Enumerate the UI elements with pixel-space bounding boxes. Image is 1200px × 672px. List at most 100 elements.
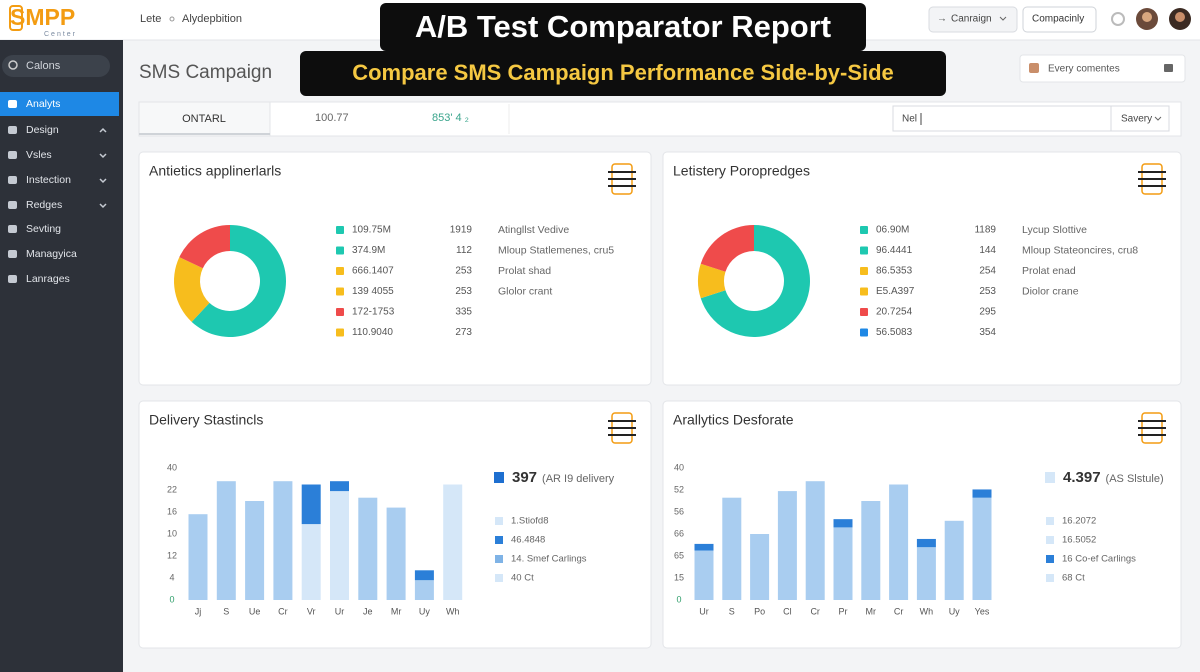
legend-swatch bbox=[495, 536, 503, 544]
nav-icon bbox=[8, 176, 17, 184]
nav-item[interactable]: Design bbox=[26, 124, 59, 136]
nav-icon bbox=[8, 250, 17, 258]
y-tick-label: 15 bbox=[674, 572, 684, 582]
legend-label: 172-1753 bbox=[352, 307, 395, 318]
y-tick-label: 0 bbox=[169, 594, 174, 604]
notice-action[interactable] bbox=[1164, 64, 1173, 72]
bar-segment bbox=[330, 491, 349, 600]
nav-icon bbox=[8, 275, 17, 283]
legend-count: 253 bbox=[455, 266, 472, 277]
summary-swatch bbox=[1045, 472, 1055, 483]
x-tick-label: Mr bbox=[391, 606, 402, 616]
breadcrumb-item: Alydepbition bbox=[182, 13, 242, 25]
y-tick-label: 0 bbox=[676, 594, 681, 604]
y-tick-label: 22 bbox=[167, 484, 177, 494]
legend-count: 253 bbox=[455, 286, 472, 297]
legend-label: 86.5353 bbox=[876, 266, 913, 277]
bar-segment bbox=[861, 501, 881, 600]
legend-note: Lycup Slottive bbox=[1022, 224, 1087, 236]
x-tick-label: Po bbox=[754, 606, 765, 616]
summary-value: 397 bbox=[512, 469, 537, 486]
y-tick-label: 66 bbox=[674, 528, 684, 538]
nav-item[interactable]: Lanrages bbox=[26, 273, 70, 285]
legend-label: 68 Ct bbox=[1062, 573, 1085, 584]
legend-swatch bbox=[860, 287, 868, 296]
legend-swatch bbox=[1046, 517, 1054, 525]
bar-segment bbox=[273, 481, 293, 600]
bar-segment bbox=[694, 543, 714, 551]
nav-chevron bbox=[99, 153, 107, 159]
legend-label: 14. Smef Carlings bbox=[511, 554, 587, 565]
legend-count: 295 bbox=[979, 307, 996, 318]
avatar-face bbox=[1175, 12, 1185, 22]
y-tick-label: 12 bbox=[167, 550, 177, 560]
x-tick-label: Pr bbox=[839, 606, 848, 616]
sidebar bbox=[0, 40, 123, 672]
banner-title: A/B Test Comparator Report bbox=[415, 9, 831, 44]
legend-count: 1189 bbox=[974, 225, 996, 236]
x-tick-label: Cl bbox=[783, 606, 792, 616]
nav-item[interactable]: Sevting bbox=[26, 223, 61, 235]
bar-segment bbox=[889, 484, 909, 600]
donut-segment bbox=[191, 225, 287, 337]
panel-title: Antietics applinerlarls bbox=[149, 163, 281, 179]
donut-segment bbox=[698, 263, 726, 299]
legend-label: 46.4848 bbox=[511, 535, 545, 546]
nav-active[interactable] bbox=[0, 92, 119, 116]
legend-swatch bbox=[860, 246, 868, 255]
legend-label: 96.4441 bbox=[876, 245, 913, 256]
y-tick-label: 4 bbox=[169, 572, 174, 582]
x-tick-label: Cr bbox=[894, 606, 904, 616]
legend-note: Diolor crane bbox=[1022, 285, 1079, 297]
x-tick-label: Wh bbox=[920, 606, 934, 616]
bar-segment bbox=[722, 497, 742, 600]
bar-segment bbox=[414, 580, 434, 600]
settings-icon[interactable] bbox=[1111, 12, 1125, 26]
legend-label: 1.Stiofd8 bbox=[511, 516, 549, 527]
panel-title: Arallytics Desforate bbox=[673, 412, 794, 428]
notice-card bbox=[1019, 54, 1186, 83]
donut-segment bbox=[700, 225, 754, 272]
legend-label: 40 Ct bbox=[511, 573, 534, 584]
panel-icon-lines bbox=[608, 420, 636, 436]
banner-subtitle: Compare SMS Campaign Performance Side-by… bbox=[352, 60, 894, 85]
nav-item[interactable]: Redges bbox=[26, 199, 62, 211]
compare-button[interactable] bbox=[1022, 6, 1097, 33]
legend-label: 110.9040 bbox=[352, 327, 393, 338]
legend-note: Glolor crant bbox=[498, 285, 552, 297]
filter-input[interactable] bbox=[892, 105, 1112, 132]
filter-input-text: Nel bbox=[902, 114, 917, 125]
nav-item[interactable]: Managyica bbox=[26, 248, 77, 260]
nav-icon bbox=[8, 225, 17, 233]
x-tick-label: Wh bbox=[446, 606, 460, 616]
arrow-icon: → bbox=[937, 14, 947, 25]
nav-item[interactable]: Vsles bbox=[26, 149, 52, 161]
breadcrumb-item: Lete bbox=[140, 13, 161, 25]
sort-select-label: Savery bbox=[1121, 114, 1152, 125]
y-tick-label: 52 bbox=[674, 484, 684, 494]
bar-segment bbox=[805, 481, 825, 600]
bar-segment bbox=[301, 524, 321, 600]
x-tick-label: Ur bbox=[699, 606, 709, 616]
nav-item[interactable]: Analyts bbox=[26, 98, 60, 110]
legend-swatch bbox=[495, 574, 503, 582]
y-tick-label: 56 bbox=[674, 506, 684, 516]
x-tick-label: Je bbox=[363, 606, 373, 616]
search-box[interactable] bbox=[2, 55, 110, 77]
campaign-button[interactable] bbox=[928, 6, 1018, 33]
legend-count: 254 bbox=[979, 266, 996, 277]
bar-segment bbox=[414, 570, 434, 581]
banner-subtitle-box bbox=[300, 51, 946, 96]
legend-swatch bbox=[495, 555, 503, 563]
bar-segment bbox=[330, 481, 349, 492]
logo-icon bbox=[9, 5, 23, 31]
nav-item[interactable]: Instection bbox=[26, 174, 71, 186]
legend-note: Mloup Stateoncires, cru8 bbox=[1022, 244, 1138, 256]
tab-active[interactable] bbox=[138, 101, 271, 137]
summary-value: 4.397 bbox=[1063, 469, 1101, 486]
bar-segment bbox=[777, 491, 797, 600]
panel-title: Delivery Stastincls bbox=[149, 412, 263, 428]
legend-label: 666.1407 bbox=[352, 266, 394, 277]
